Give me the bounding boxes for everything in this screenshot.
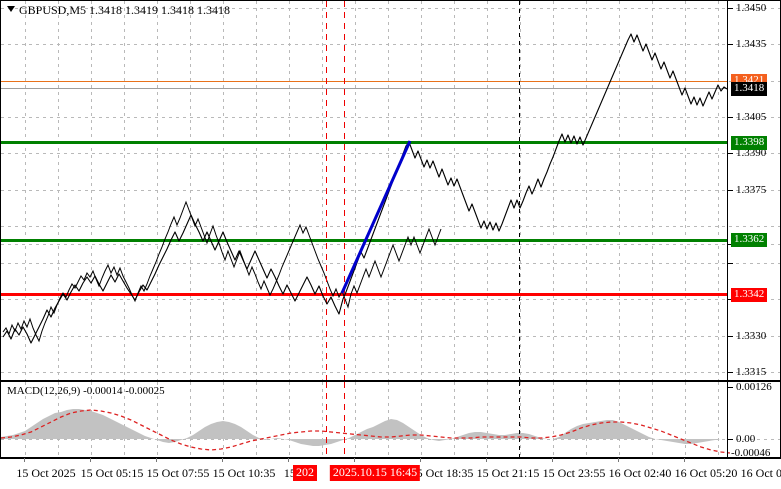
horizontal-gridline <box>1 372 780 373</box>
price-badge-1-3342[interactable]: 1.3342 <box>731 288 768 302</box>
caret-down-icon[interactable] <box>7 6 15 12</box>
macd-histogram <box>1 409 730 446</box>
macd-indicator-panel[interactable]: 0.00126 0.00 -0.00046 MACD(12,26,9) -0.0… <box>0 381 781 458</box>
price-chart-panel[interactable]: 1.3450 1.3435 1.3405 1.3390 1.3375 1.336… <box>0 0 781 381</box>
time-tick-label: 16 Oct 08:00 <box>740 466 781 480</box>
price-tick-label: 1.3450 <box>736 2 767 14</box>
price-badge-1-3398[interactable]: 1.3398 <box>731 136 768 150</box>
level-line-1-3342[interactable] <box>1 293 728 296</box>
vertical-gridline <box>388 382 389 457</box>
vertical-gridline <box>718 382 719 457</box>
price-path-segment-2 <box>408 33 728 232</box>
macd-histogram-and-signal <box>1 409 730 454</box>
vertical-marker-line-2[interactable] <box>344 382 345 457</box>
price-path-segment-1 <box>2 141 410 344</box>
time-tick-label: 15 Oct 07:55 <box>146 466 210 480</box>
vertical-gridline <box>520 382 521 457</box>
price-path <box>2 33 728 344</box>
horizontal-gridline <box>1 244 780 245</box>
vertical-gridline <box>190 382 191 457</box>
horizontal-gridline <box>1 190 780 191</box>
vertical-gridline <box>553 382 554 457</box>
time-scale[interactable]: 15 Oct 2025 15 Oct 05:15 15 Oct 07:55 15… <box>0 458 781 489</box>
level-line-1-3418-current[interactable] <box>1 88 728 89</box>
vertical-gridline <box>223 382 224 457</box>
time-tick-label: 16 Oct 02:40 <box>608 466 672 480</box>
time-tick-label: 16 Oct 05:20 <box>674 466 738 480</box>
level-line-1-3398[interactable] <box>1 141 728 144</box>
time-tick-label: 15 Oct 05:15 <box>80 466 144 480</box>
vertical-gridline <box>124 382 125 457</box>
chart-symbol-label: GBPUSD,M5 1.3418 1.3419 1.3418 1.3418 <box>19 3 231 17</box>
price-badge-current-1-3418[interactable]: 1.3418 <box>731 82 768 96</box>
time-tick-label: 15 Oct 10:35 <box>212 466 276 480</box>
macd-tick-label: 0.00 <box>736 433 756 445</box>
horizontal-gridline <box>1 299 780 300</box>
time-tick-label: 15 Oct 21:15 <box>476 466 540 480</box>
horizontal-gridline <box>1 263 780 264</box>
vertical-gridline <box>619 382 620 457</box>
macd-tick-label: -0.00046 <box>731 447 771 458</box>
price-scale[interactable]: 1.3450 1.3435 1.3405 1.3390 1.3375 1.336… <box>728 1 780 380</box>
time-tick-label: 15 Oct 2025 <box>16 466 76 480</box>
vertical-gridline <box>322 382 323 457</box>
vertical-gridline <box>487 382 488 457</box>
horizontal-gridline <box>1 336 780 337</box>
vertical-gridline <box>421 382 422 457</box>
level-line-1-3421[interactable] <box>1 81 728 82</box>
horizontal-gridline <box>1 153 780 154</box>
vertical-gridline <box>25 382 26 457</box>
vertical-gridline <box>652 382 653 457</box>
horizontal-gridline <box>1 117 780 118</box>
vertical-gridline <box>586 382 587 457</box>
price-scale-separator <box>727 1 728 380</box>
chart-symbol-header[interactable]: GBPUSD,M5 1.3418 1.3419 1.3418 1.3418 <box>7 3 230 18</box>
time-tick-label: 15 Oct 18:35 <box>410 466 474 480</box>
horizontal-gridline <box>1 226 780 227</box>
time-tick-label: 15 Oct 23:55 <box>542 466 606 480</box>
vertical-day-separator <box>519 382 520 457</box>
vertical-gridline <box>685 382 686 457</box>
vertical-marker-line-1[interactable] <box>326 382 327 457</box>
macd-scale-separator <box>727 382 728 457</box>
macd-indicator-label: MACD(12,26,9) -0.00014 -0.00025 <box>7 385 165 397</box>
time-axis-line <box>0 458 781 459</box>
bullish-trendline[interactable] <box>340 140 412 294</box>
horizontal-gridline <box>1 44 780 45</box>
price-tick-label: 1.3330 <box>736 330 767 342</box>
time-badge-truncated[interactable]: 202 <box>293 465 317 481</box>
price-tick-label: 1.3375 <box>736 184 767 196</box>
vertical-gridline <box>256 382 257 457</box>
vertical-marker-line-2[interactable] <box>344 1 345 380</box>
vertical-gridline <box>454 382 455 457</box>
price-tick-label: 1.3315 <box>736 366 767 378</box>
macd-zero-gridline <box>1 439 780 440</box>
vertical-gridline <box>289 382 290 457</box>
price-tick-label: 1.3405 <box>736 111 767 123</box>
vertical-gridline <box>355 382 356 457</box>
horizontal-gridline <box>1 8 780 9</box>
macd-tick-label: 0.00126 <box>736 381 772 393</box>
vertical-marker-line-1[interactable] <box>326 1 327 380</box>
price-tick-label: 1.3435 <box>736 38 767 50</box>
time-badge-crosshair[interactable]: 2025.10.15 16:45 <box>329 465 421 481</box>
macd-scale[interactable]: 0.00126 0.00 -0.00046 <box>728 382 780 457</box>
vertical-gridline <box>157 382 158 457</box>
vertical-day-separator <box>519 1 520 380</box>
price-tick-label: 1.3390 <box>736 147 767 159</box>
macd-signal-line <box>1 409 730 454</box>
price-badge-1-3362[interactable]: 1.3362 <box>731 233 768 247</box>
